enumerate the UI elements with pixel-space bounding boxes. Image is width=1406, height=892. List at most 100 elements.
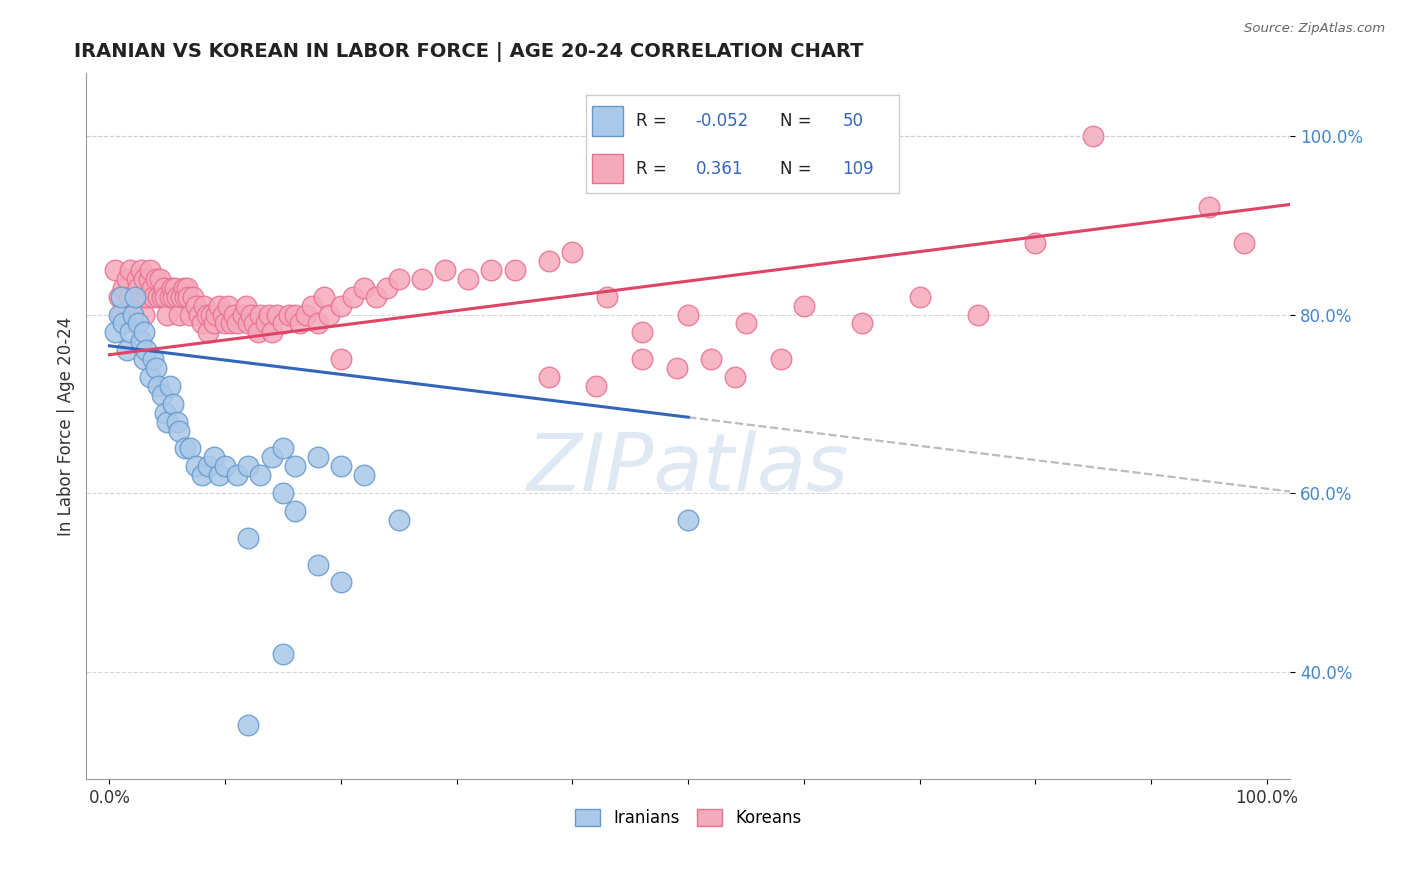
Point (145, 272, 167, 286)
Point (214, 317, 236, 331)
Point (249, 308, 271, 322)
Point (153, 406, 176, 420)
Point (110, 290, 132, 304)
Point (134, 272, 156, 286)
Point (127, 272, 149, 286)
Point (232, 308, 254, 322)
Point (235, 299, 257, 313)
Point (187, 308, 209, 322)
Text: ZIPatlas: ZIPatlas (527, 430, 849, 508)
Point (312, 290, 335, 304)
Point (631, 352, 654, 367)
Point (561, 245, 583, 260)
Point (295, 308, 318, 322)
Point (156, 415, 179, 429)
Point (219, 317, 242, 331)
Point (104, 263, 127, 277)
Point (364, 290, 387, 304)
Point (271, 647, 294, 661)
Point (585, 379, 607, 393)
Point (238, 459, 260, 474)
Point (260, 326, 283, 340)
Point (208, 468, 231, 483)
Point (104, 326, 127, 340)
Point (110, 308, 132, 322)
Point (120, 326, 142, 340)
Point (212, 308, 235, 322)
Point (284, 504, 307, 518)
Point (676, 513, 699, 527)
Point (271, 486, 294, 500)
Point (141, 281, 163, 295)
Point (217, 299, 239, 313)
Point (176, 281, 198, 295)
Point (284, 459, 307, 474)
Point (538, 370, 561, 384)
Point (246, 326, 269, 340)
Point (142, 352, 165, 367)
Point (134, 352, 156, 367)
Point (769, 352, 792, 367)
Point (271, 317, 294, 331)
Point (676, 308, 699, 322)
Point (121, 308, 143, 322)
Point (112, 281, 135, 295)
Point (153, 281, 176, 295)
Point (457, 272, 479, 286)
Point (851, 317, 873, 331)
Point (249, 468, 271, 483)
Point (134, 326, 156, 340)
Point (596, 290, 619, 304)
Text: Source: ZipAtlas.com: Source: ZipAtlas.com (1244, 22, 1385, 36)
Y-axis label: In Labor Force | Age 20-24: In Labor Force | Age 20-24 (58, 317, 75, 536)
Point (330, 459, 353, 474)
Point (353, 281, 375, 295)
Point (202, 317, 225, 331)
Point (538, 254, 561, 268)
Point (342, 290, 364, 304)
Point (202, 450, 225, 465)
Point (225, 317, 247, 331)
Point (149, 272, 172, 286)
Point (214, 459, 236, 474)
Point (353, 468, 375, 483)
Point (186, 299, 208, 313)
Point (330, 575, 353, 590)
Legend: Iranians, Koreans: Iranians, Koreans (568, 803, 808, 834)
Point (167, 424, 190, 438)
Point (173, 281, 195, 295)
Point (159, 379, 181, 393)
Point (284, 308, 307, 322)
Point (191, 317, 214, 331)
Point (301, 299, 323, 313)
Point (124, 290, 146, 304)
Point (330, 352, 353, 367)
Point (112, 317, 135, 331)
Point (115, 272, 138, 286)
Point (173, 290, 195, 304)
Point (150, 290, 173, 304)
Point (167, 308, 190, 322)
Point (138, 272, 160, 286)
Point (107, 290, 129, 304)
Point (1233, 236, 1256, 251)
Point (146, 379, 169, 393)
Point (224, 308, 246, 322)
Point (186, 459, 208, 474)
Point (700, 352, 723, 367)
Point (257, 308, 280, 322)
Point (135, 343, 157, 358)
Point (145, 361, 167, 376)
Point (118, 290, 141, 304)
Point (127, 281, 149, 295)
Point (330, 299, 353, 313)
Point (723, 370, 745, 384)
Point (238, 531, 260, 545)
Point (290, 317, 312, 331)
Point (129, 263, 152, 277)
Point (159, 290, 181, 304)
Point (271, 442, 294, 456)
Point (503, 263, 526, 277)
Point (197, 459, 219, 474)
Point (266, 308, 288, 322)
